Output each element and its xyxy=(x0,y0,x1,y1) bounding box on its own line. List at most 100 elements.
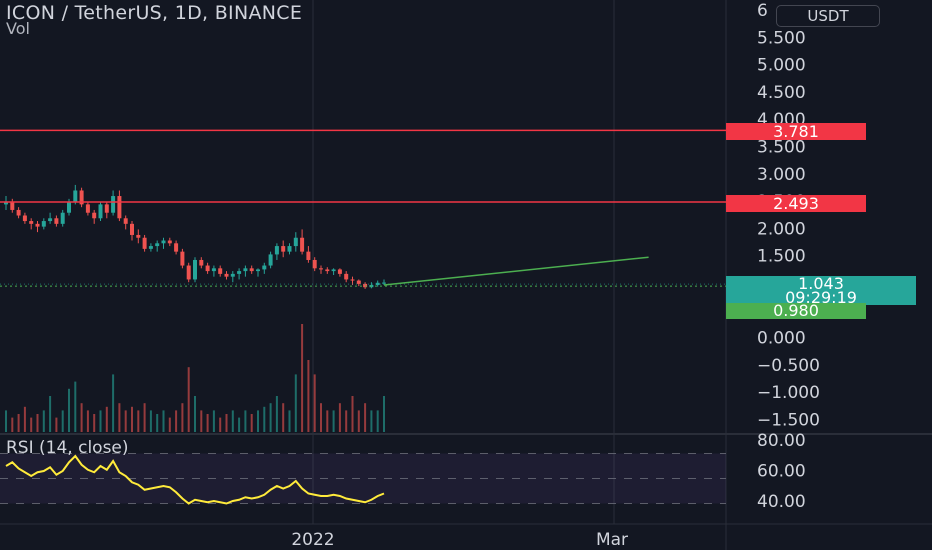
symbol-title[interactable]: ICON / TetherUS, 1D, BINANCE xyxy=(6,2,303,24)
volume-bar-14 xyxy=(93,414,96,432)
candle-body-31 xyxy=(199,259,204,266)
candle-body-26 xyxy=(167,240,172,244)
candle-body-60 xyxy=(382,282,386,284)
price-axis[interactable]: 65.5005.0004.5004.0003.5003.0002.5002.00… xyxy=(757,1,820,431)
candle-body-56 xyxy=(356,280,361,284)
candle-body-6 xyxy=(41,221,46,227)
volume-bar-31 xyxy=(200,410,203,432)
volume-label[interactable]: Vol xyxy=(6,19,30,38)
volume-bar-41 xyxy=(263,406,266,432)
volume-bar-59 xyxy=(376,410,379,432)
volume-bar-33 xyxy=(212,410,215,432)
candle-body-57 xyxy=(363,283,368,288)
volume-bar-53 xyxy=(338,403,341,432)
volume-bar-12 xyxy=(80,403,83,432)
candle-body-22 xyxy=(142,237,147,249)
candle-body-43 xyxy=(274,246,279,255)
candle-body-51 xyxy=(325,269,330,272)
volume-bar-37 xyxy=(238,417,241,432)
rsi-label[interactable]: RSI (14, close) xyxy=(6,438,129,458)
candle-body-39 xyxy=(249,268,254,272)
volume-bars-group xyxy=(5,324,385,432)
volume-bar-7 xyxy=(49,396,52,432)
candle-body-25 xyxy=(161,240,166,244)
volume-bar-60 xyxy=(383,396,385,432)
candle-body-4 xyxy=(29,221,34,224)
candle-body-52 xyxy=(331,269,336,272)
volume-bar-30 xyxy=(194,396,196,432)
volume-bar-26 xyxy=(168,417,171,432)
drawn-lines-group[interactable] xyxy=(0,129,726,287)
rsi-band-fill xyxy=(0,453,726,504)
rsi-axis-tick-2: 40.00 xyxy=(757,492,806,512)
volume-bar-29 xyxy=(187,367,190,432)
candle-body-55 xyxy=(350,279,355,281)
volume-bar-25 xyxy=(162,410,165,432)
last-price-tag: 1.043 09:29:19 xyxy=(726,276,916,307)
candle-body-45 xyxy=(287,246,292,252)
price-axis-tick-14: −1.000 xyxy=(757,383,820,403)
candle-body-21 xyxy=(136,234,141,238)
candle-body-1 xyxy=(10,201,15,210)
price-axis-tick-1: 5.500 xyxy=(757,28,806,48)
volume-bar-19 xyxy=(124,410,127,432)
volume-bar-35 xyxy=(225,414,228,432)
volume-bar-9 xyxy=(61,410,64,432)
candle-body-49 xyxy=(312,259,317,269)
candle-body-0 xyxy=(4,201,8,205)
volume-bar-15 xyxy=(99,410,102,432)
candle-body-54 xyxy=(344,273,349,280)
volume-bar-1 xyxy=(11,417,14,432)
rsi-axis-tick-0: 80.00 xyxy=(757,431,806,451)
volume-bar-34 xyxy=(219,417,222,432)
volume-bar-39 xyxy=(250,414,253,432)
volume-bar-55 xyxy=(351,396,354,432)
candle-body-23 xyxy=(148,246,153,249)
candle-body-32 xyxy=(205,265,210,272)
candle-body-40 xyxy=(256,269,260,272)
currency-button[interactable]: USDT xyxy=(776,5,880,27)
volume-bar-57 xyxy=(364,403,367,432)
bar-countdown: 09:29:19 xyxy=(785,288,857,307)
volume-bar-27 xyxy=(175,410,178,432)
candle-body-11 xyxy=(73,190,78,202)
candle-body-50 xyxy=(319,268,323,270)
trend-line xyxy=(383,256,649,286)
support-tag: 0.980 xyxy=(726,303,866,319)
volume-bar-47 xyxy=(301,324,304,432)
volume-bar-51 xyxy=(326,410,329,432)
price-axis-tick-2: 5.000 xyxy=(757,56,806,76)
candles-group xyxy=(4,184,386,289)
candle-body-47 xyxy=(300,237,305,252)
volume-bar-50 xyxy=(320,403,322,432)
candle-body-46 xyxy=(293,237,298,247)
volume-bar-36 xyxy=(231,410,234,432)
volume-bar-6 xyxy=(42,410,45,432)
volume-bar-3 xyxy=(23,406,26,432)
volume-bar-42 xyxy=(269,403,272,432)
rsi-line xyxy=(5,454,385,505)
volume-bar-48 xyxy=(307,360,310,432)
volume-bar-5 xyxy=(36,414,39,432)
volume-bar-49 xyxy=(313,374,316,432)
candle-body-10 xyxy=(67,201,71,213)
volume-bar-40 xyxy=(257,410,259,432)
candle-body-15 xyxy=(98,204,103,219)
resistance-upper-tag: 3.781 xyxy=(726,123,866,140)
candle-body-36 xyxy=(230,273,235,277)
volume-bar-56 xyxy=(357,410,360,432)
volume-bar-46 xyxy=(294,374,297,432)
volume-bar-23 xyxy=(149,410,152,432)
volume-bar-10 xyxy=(68,388,70,432)
volume-bar-24 xyxy=(156,414,159,432)
price-axis-tick-13: −0.500 xyxy=(757,356,820,376)
candle-body-16 xyxy=(104,204,109,213)
candle-body-3 xyxy=(22,215,27,222)
time-axis[interactable]: 2022 Mar xyxy=(291,530,628,550)
price-axis-tick-12: 0.000 xyxy=(757,329,806,349)
volume-bar-43 xyxy=(275,396,278,432)
candle-body-20 xyxy=(130,223,134,235)
candle-body-14 xyxy=(92,212,97,219)
